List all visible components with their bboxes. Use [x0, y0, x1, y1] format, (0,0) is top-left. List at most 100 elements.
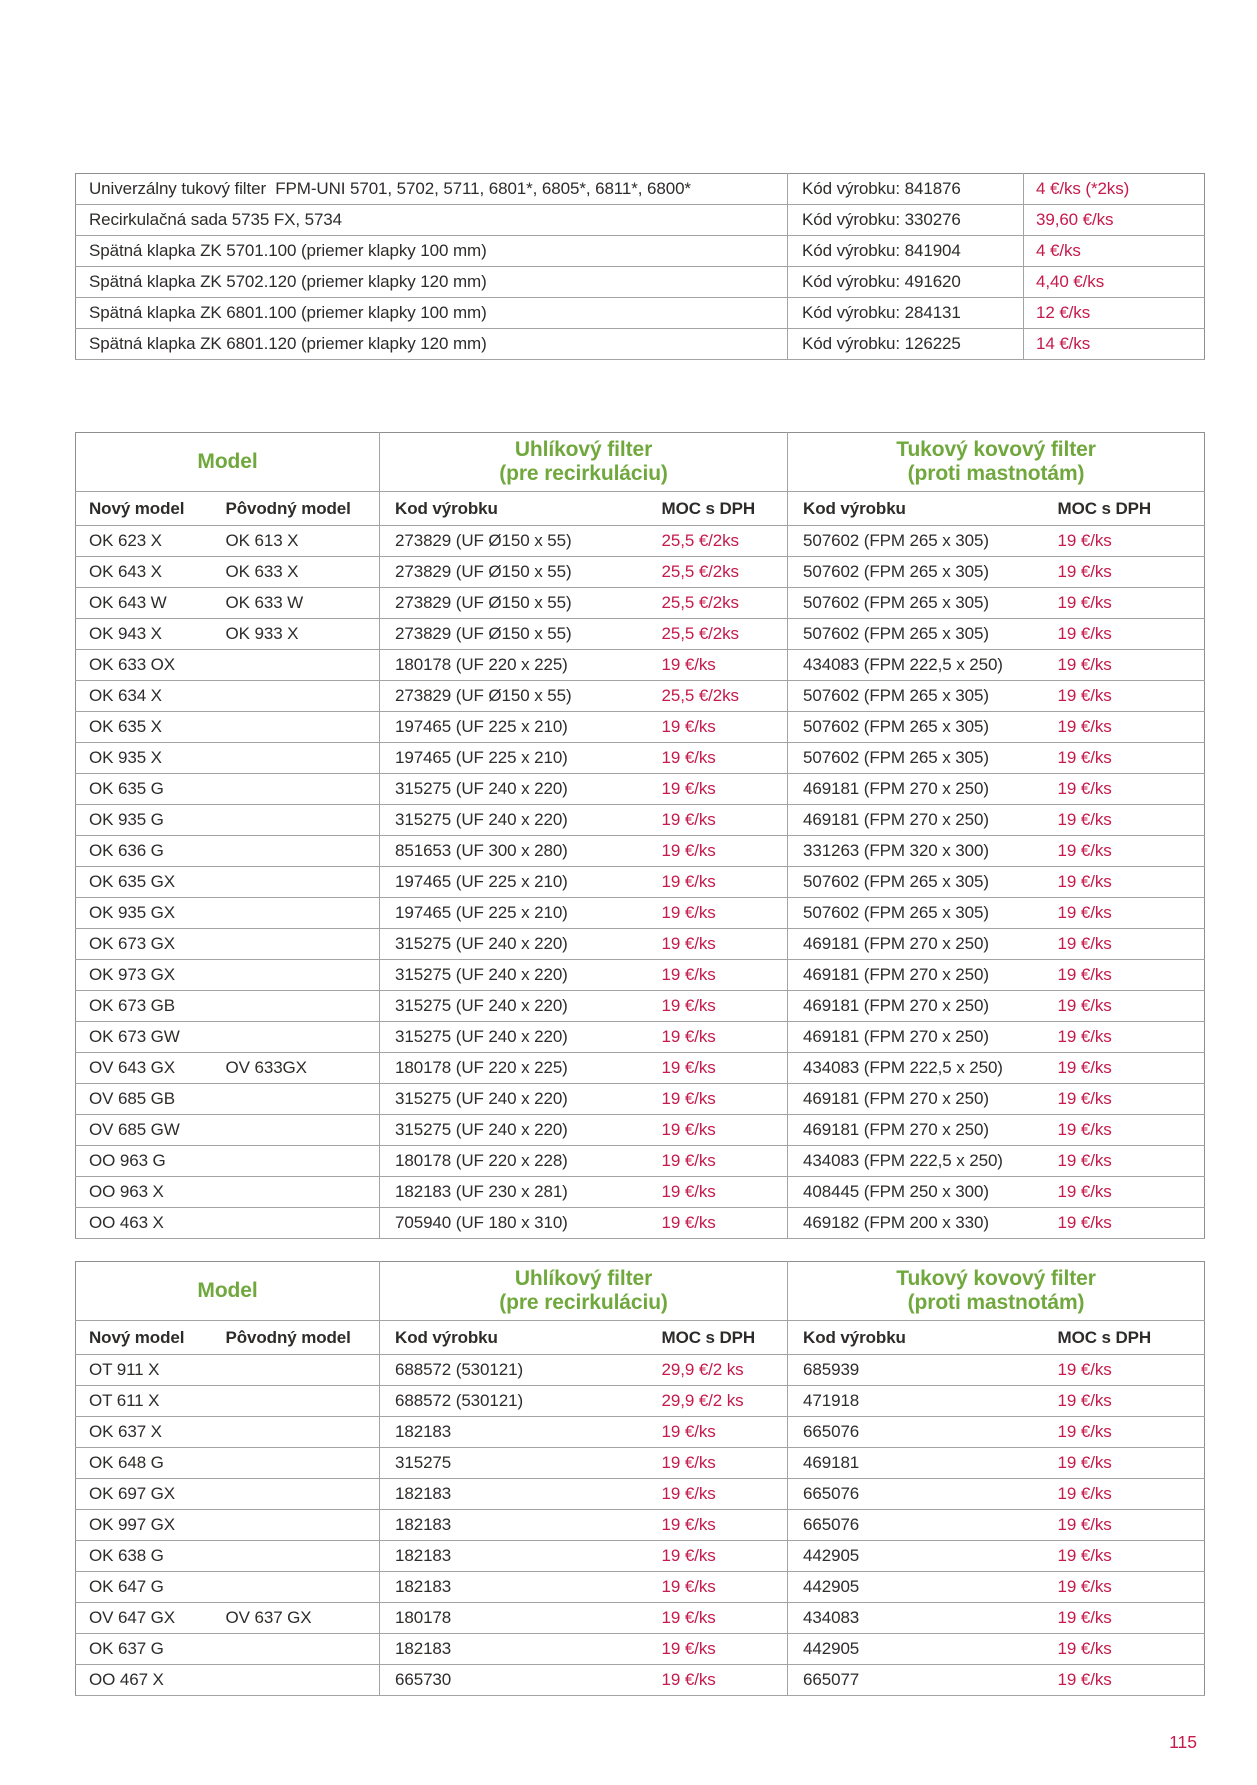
product-code-cell: Kód výrobku: 841876	[787, 173, 1024, 205]
old-model-cell	[215, 1478, 381, 1510]
new-model-cell: OK 635 X	[75, 711, 216, 743]
old-model-cell	[215, 649, 381, 681]
new-model-cell: OK 973 GX	[75, 959, 216, 991]
grease-price-cell: 19 €/ks	[1041, 1052, 1205, 1084]
carbon-code-cell: 197465 (UF 225 x 210)	[379, 742, 646, 774]
old-model-cell	[215, 1416, 381, 1448]
grease-price-cell: 19 €/ks	[1041, 1664, 1205, 1696]
carbon-code-cell: 688572 (530121)	[379, 1354, 646, 1386]
grease-code-cell: 469181 (FPM 270 x 250)	[787, 1021, 1042, 1053]
grease-code-cell: 469181	[787, 1447, 1042, 1479]
model-group-label: Model	[197, 450, 258, 474]
grease-filter-group-header: Tukový kovový filter (proti mastnotám)	[787, 432, 1205, 492]
new-model-cell: OO 467 X	[75, 1664, 216, 1696]
carbon-filter-title: Uhlíkový filter	[514, 1267, 653, 1291]
old-model-cell	[215, 1385, 381, 1417]
grease-code-cell: 434083 (FPM 222,5 x 250)	[787, 1052, 1042, 1084]
grease-price-cell: 19 €/ks	[1041, 618, 1205, 650]
universal-filters-table: Univerzálny tukový filter FPM-UNI 5701, …	[75, 173, 1205, 360]
grease-code-cell: 507602 (FPM 265 x 305)	[787, 618, 1042, 650]
carbon-code-cell: 273829 (UF Ø150 x 55)	[379, 587, 646, 619]
grease-price-cell: 19 €/ks	[1041, 1114, 1205, 1146]
carbon-price-cell: 29,9 €/2 ks	[645, 1385, 789, 1417]
carbon-code-cell: 182183	[379, 1509, 646, 1541]
grease-price-cell: 19 €/ks	[1041, 1509, 1205, 1541]
grease-code-cell: 469182 (FPM 200 x 330)	[787, 1207, 1042, 1239]
carbon-price-cell: 19 €/ks	[645, 711, 789, 743]
carbon-code-column-header: Kod výrobku	[379, 1320, 646, 1355]
table-row: OV 685 GW 315275 (UF 240 x 220) 19 €/ks 469…	[75, 1114, 1205, 1146]
page-number: 115	[1169, 1732, 1197, 1752]
carbon-price-cell: 19 €/ks	[645, 1207, 789, 1239]
table-row: OK 637 G 182183 19 €/ks 442905 19 €/ks	[75, 1633, 1205, 1665]
carbon-code-cell: 705940 (UF 180 x 310)	[379, 1207, 646, 1239]
grease-price-cell: 19 €/ks	[1041, 835, 1205, 867]
new-model-cell: OK 673 GW	[75, 1021, 216, 1053]
grease-price-cell: 19 €/ks	[1041, 1540, 1205, 1572]
column-header-row: Nový model Pôvodný model Kod výrobku MOC…	[75, 1320, 1205, 1355]
old-model-cell: OK 633 X	[215, 556, 381, 588]
old-model-cell: OV 633GX	[215, 1052, 381, 1084]
old-model-cell	[215, 1447, 381, 1479]
grease-code-column-header: Kod výrobku	[787, 491, 1042, 526]
new-model-cell: OK 636 G	[75, 835, 216, 867]
product-code-cell: Kód výrobku: 841904	[787, 235, 1024, 267]
carbon-price-cell: 19 €/ks	[645, 1083, 789, 1115]
grease-code-cell: 665076	[787, 1478, 1042, 1510]
carbon-code-cell: 180178 (UF 220 x 228)	[379, 1145, 646, 1177]
new-model-cell: OV 647 GX	[75, 1602, 216, 1634]
carbon-code-cell: 180178	[379, 1602, 646, 1634]
carbon-code-cell: 315275 (UF 240 x 220)	[379, 959, 646, 991]
grease-code-cell: 434083 (FPM 222,5 x 250)	[787, 649, 1042, 681]
table-row: Univerzálny tukový filter FPM-UNI 5701, …	[75, 173, 1205, 205]
model-group-header: Model	[75, 432, 381, 492]
carbon-code-cell: 182183	[379, 1540, 646, 1572]
product-code-cell: Kód výrobku: 126225	[787, 328, 1024, 360]
carbon-code-cell: 182183	[379, 1416, 646, 1448]
grease-code-cell: 434083	[787, 1602, 1042, 1634]
new-model-cell: OK 943 X	[75, 618, 216, 650]
grease-price-cell: 19 €/ks	[1041, 1385, 1205, 1417]
carbon-code-cell: 180178 (UF 220 x 225)	[379, 649, 646, 681]
grease-code-cell: 434083 (FPM 222,5 x 250)	[787, 1145, 1042, 1177]
grease-price-cell: 19 €/ks	[1041, 1083, 1205, 1115]
new-model-cell: OT 911 X	[75, 1354, 216, 1386]
carbon-code-cell: 688572 (530121)	[379, 1385, 646, 1417]
old-model-cell	[215, 990, 381, 1022]
grease-code-cell: 408445 (FPM 250 x 300)	[787, 1176, 1042, 1208]
product-price-cell: 39,60 €/ks	[1023, 204, 1205, 236]
grease-price-cell: 19 €/ks	[1041, 1021, 1205, 1053]
table-row: OK 647 G 182183 19 €/ks 442905 19 €/ks	[75, 1571, 1205, 1603]
carbon-price-cell: 25,5 €/2ks	[645, 525, 789, 557]
grease-code-cell: 507602 (FPM 265 x 305)	[787, 897, 1042, 929]
grease-code-cell: 469181 (FPM 270 x 250)	[787, 990, 1042, 1022]
old-model-cell	[215, 711, 381, 743]
table-row: OK 635 GX 197465 (UF 225 x 210) 19 €/ks 507…	[75, 866, 1205, 898]
old-model-cell	[215, 897, 381, 929]
carbon-price-cell: 19 €/ks	[645, 1021, 789, 1053]
product-price-cell: 12 €/ks	[1023, 297, 1205, 329]
carbon-price-cell: 19 €/ks	[645, 959, 789, 991]
new-model-cell: OK 935 X	[75, 742, 216, 774]
grease-filter-subtitle: (proti mastnotám)	[907, 462, 1085, 485]
grease-price-cell: 19 €/ks	[1041, 1571, 1205, 1603]
old-model-cell	[215, 1176, 381, 1208]
carbon-price-cell: 19 €/ks	[645, 1176, 789, 1208]
hood-filters-table-2: Model Uhlíkový filter (pre recirkuláciu)…	[75, 1261, 1206, 1696]
table-row: OK 643 X OK 633 X 273829 (UF Ø150 x 55) 25,…	[75, 556, 1205, 588]
product-code-cell: Kód výrobku: 330276	[787, 204, 1024, 236]
carbon-price-cell: 25,5 €/2ks	[645, 587, 789, 619]
grease-price-cell: 19 €/ks	[1041, 1633, 1205, 1665]
carbon-code-cell: 315275 (UF 240 x 220)	[379, 1021, 646, 1053]
old-model-cell: OK 633 W	[215, 587, 381, 619]
table-row: OT 611 X 688572 (530121) 29,9 €/2 ks 471918…	[75, 1385, 1205, 1417]
product-name-cell: Univerzálny tukový filter FPM-UNI 5701, …	[75, 173, 788, 205]
new-model-cell: OO 463 X	[75, 1207, 216, 1239]
carbon-code-cell: 315275 (UF 240 x 220)	[379, 990, 646, 1022]
old-model-cell	[215, 1509, 381, 1541]
carbon-filter-title: Uhlíkový filter	[514, 438, 653, 462]
product-code-cell: Kód výrobku: 284131	[787, 297, 1024, 329]
carbon-price-cell: 19 €/ks	[645, 742, 789, 774]
old-model-cell	[215, 1633, 381, 1665]
